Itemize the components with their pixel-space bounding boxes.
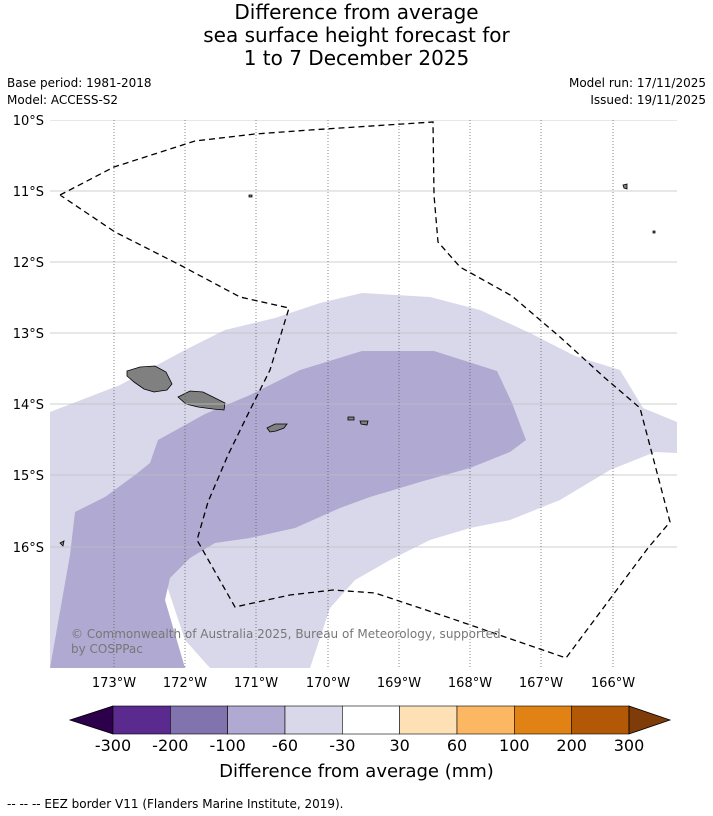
base-period: Base period: 1981-2018 xyxy=(7,76,152,90)
colorbar-tick: 300 xyxy=(613,736,645,755)
latitude-labels: 10°S 11°S 12°S 13°S 14°S 15°S 16°S xyxy=(13,114,44,556)
small-island-north xyxy=(248,194,253,198)
colorbar-tick: -60 xyxy=(271,736,299,755)
model-run: Model run: 17/11/2025 xyxy=(568,76,706,90)
colorbar-segment xyxy=(514,705,572,735)
eez-footnote: -- -- -- EEZ border V11 (Flanders Marine… xyxy=(7,797,344,811)
small-island-east xyxy=(622,183,628,190)
lat-label: 10°S xyxy=(13,114,44,129)
lat-label: 13°S xyxy=(13,327,44,342)
colorbar-tick: 200 xyxy=(556,736,587,755)
lon-label: 173°W xyxy=(92,676,136,691)
title-line-3: 1 to 7 December 2025 xyxy=(243,46,470,70)
lon-label: 170°W xyxy=(306,676,350,691)
title-line-2: sea surface height forecast for xyxy=(203,23,510,47)
colorbar-tick: -300 xyxy=(94,736,132,755)
colorbar-tick: -30 xyxy=(329,736,356,755)
model-name: Model: ACCESS-S2 xyxy=(7,93,119,107)
colorbar-segment xyxy=(112,705,171,735)
lat-label: 16°S xyxy=(13,541,44,556)
colorbar-segment xyxy=(456,705,515,735)
colorbar-segment xyxy=(170,705,228,735)
map-gridlines xyxy=(50,120,677,668)
ofu-olosega-island xyxy=(347,416,355,421)
colorbar-extend-high xyxy=(628,705,672,735)
colorbar-tick: -100 xyxy=(209,736,246,755)
colorbar-label: Difference from average (mm) xyxy=(219,761,494,782)
small-island-se xyxy=(652,230,656,234)
colorbar-tick: 30 xyxy=(389,736,410,755)
colorbar-segment xyxy=(284,705,343,735)
colorbar-tick: -200 xyxy=(152,736,189,755)
small-island-west xyxy=(59,540,65,547)
lon-label: 171°W xyxy=(234,676,278,691)
colorbar xyxy=(68,705,672,735)
colorbar-tick: 100 xyxy=(499,736,530,755)
tau-island xyxy=(359,420,369,426)
colorbar-segment xyxy=(342,705,400,735)
colorbar-tick: 60 xyxy=(446,736,468,755)
tutuila-island xyxy=(266,423,288,433)
longitude-labels: 173°W 172°W 171°W 170°W 169°W 168°W 167°W 166°W xyxy=(92,676,635,691)
lat-label: 12°S xyxy=(13,256,44,271)
lon-label: 166°W xyxy=(591,676,635,691)
anomaly-band-minus100-minus60 xyxy=(50,351,526,668)
lon-label: 172°W xyxy=(163,676,207,691)
lat-label: 14°S xyxy=(13,398,44,413)
lon-label: 169°W xyxy=(377,676,421,691)
colorbar-segment xyxy=(227,705,286,735)
map-area xyxy=(50,120,677,668)
colorbar-extend-low xyxy=(68,705,114,735)
savaii-island xyxy=(126,365,173,393)
lat-label: 11°S xyxy=(13,185,44,200)
lon-label: 168°W xyxy=(448,676,492,691)
colorbar-segment xyxy=(399,705,458,735)
lat-label: 15°S xyxy=(13,469,44,484)
title-line-1: Difference from average xyxy=(234,0,479,24)
lon-label: 167°W xyxy=(519,676,563,691)
upolu-island xyxy=(177,390,226,411)
land-areas xyxy=(59,183,656,547)
colorbar-segment xyxy=(571,705,630,735)
eez-border-line xyxy=(59,121,671,659)
copyright-note: © Commonwealth of Australia 2025, Bureau… xyxy=(71,627,501,656)
issued-date: Issued: 19/11/2025 xyxy=(590,93,706,107)
